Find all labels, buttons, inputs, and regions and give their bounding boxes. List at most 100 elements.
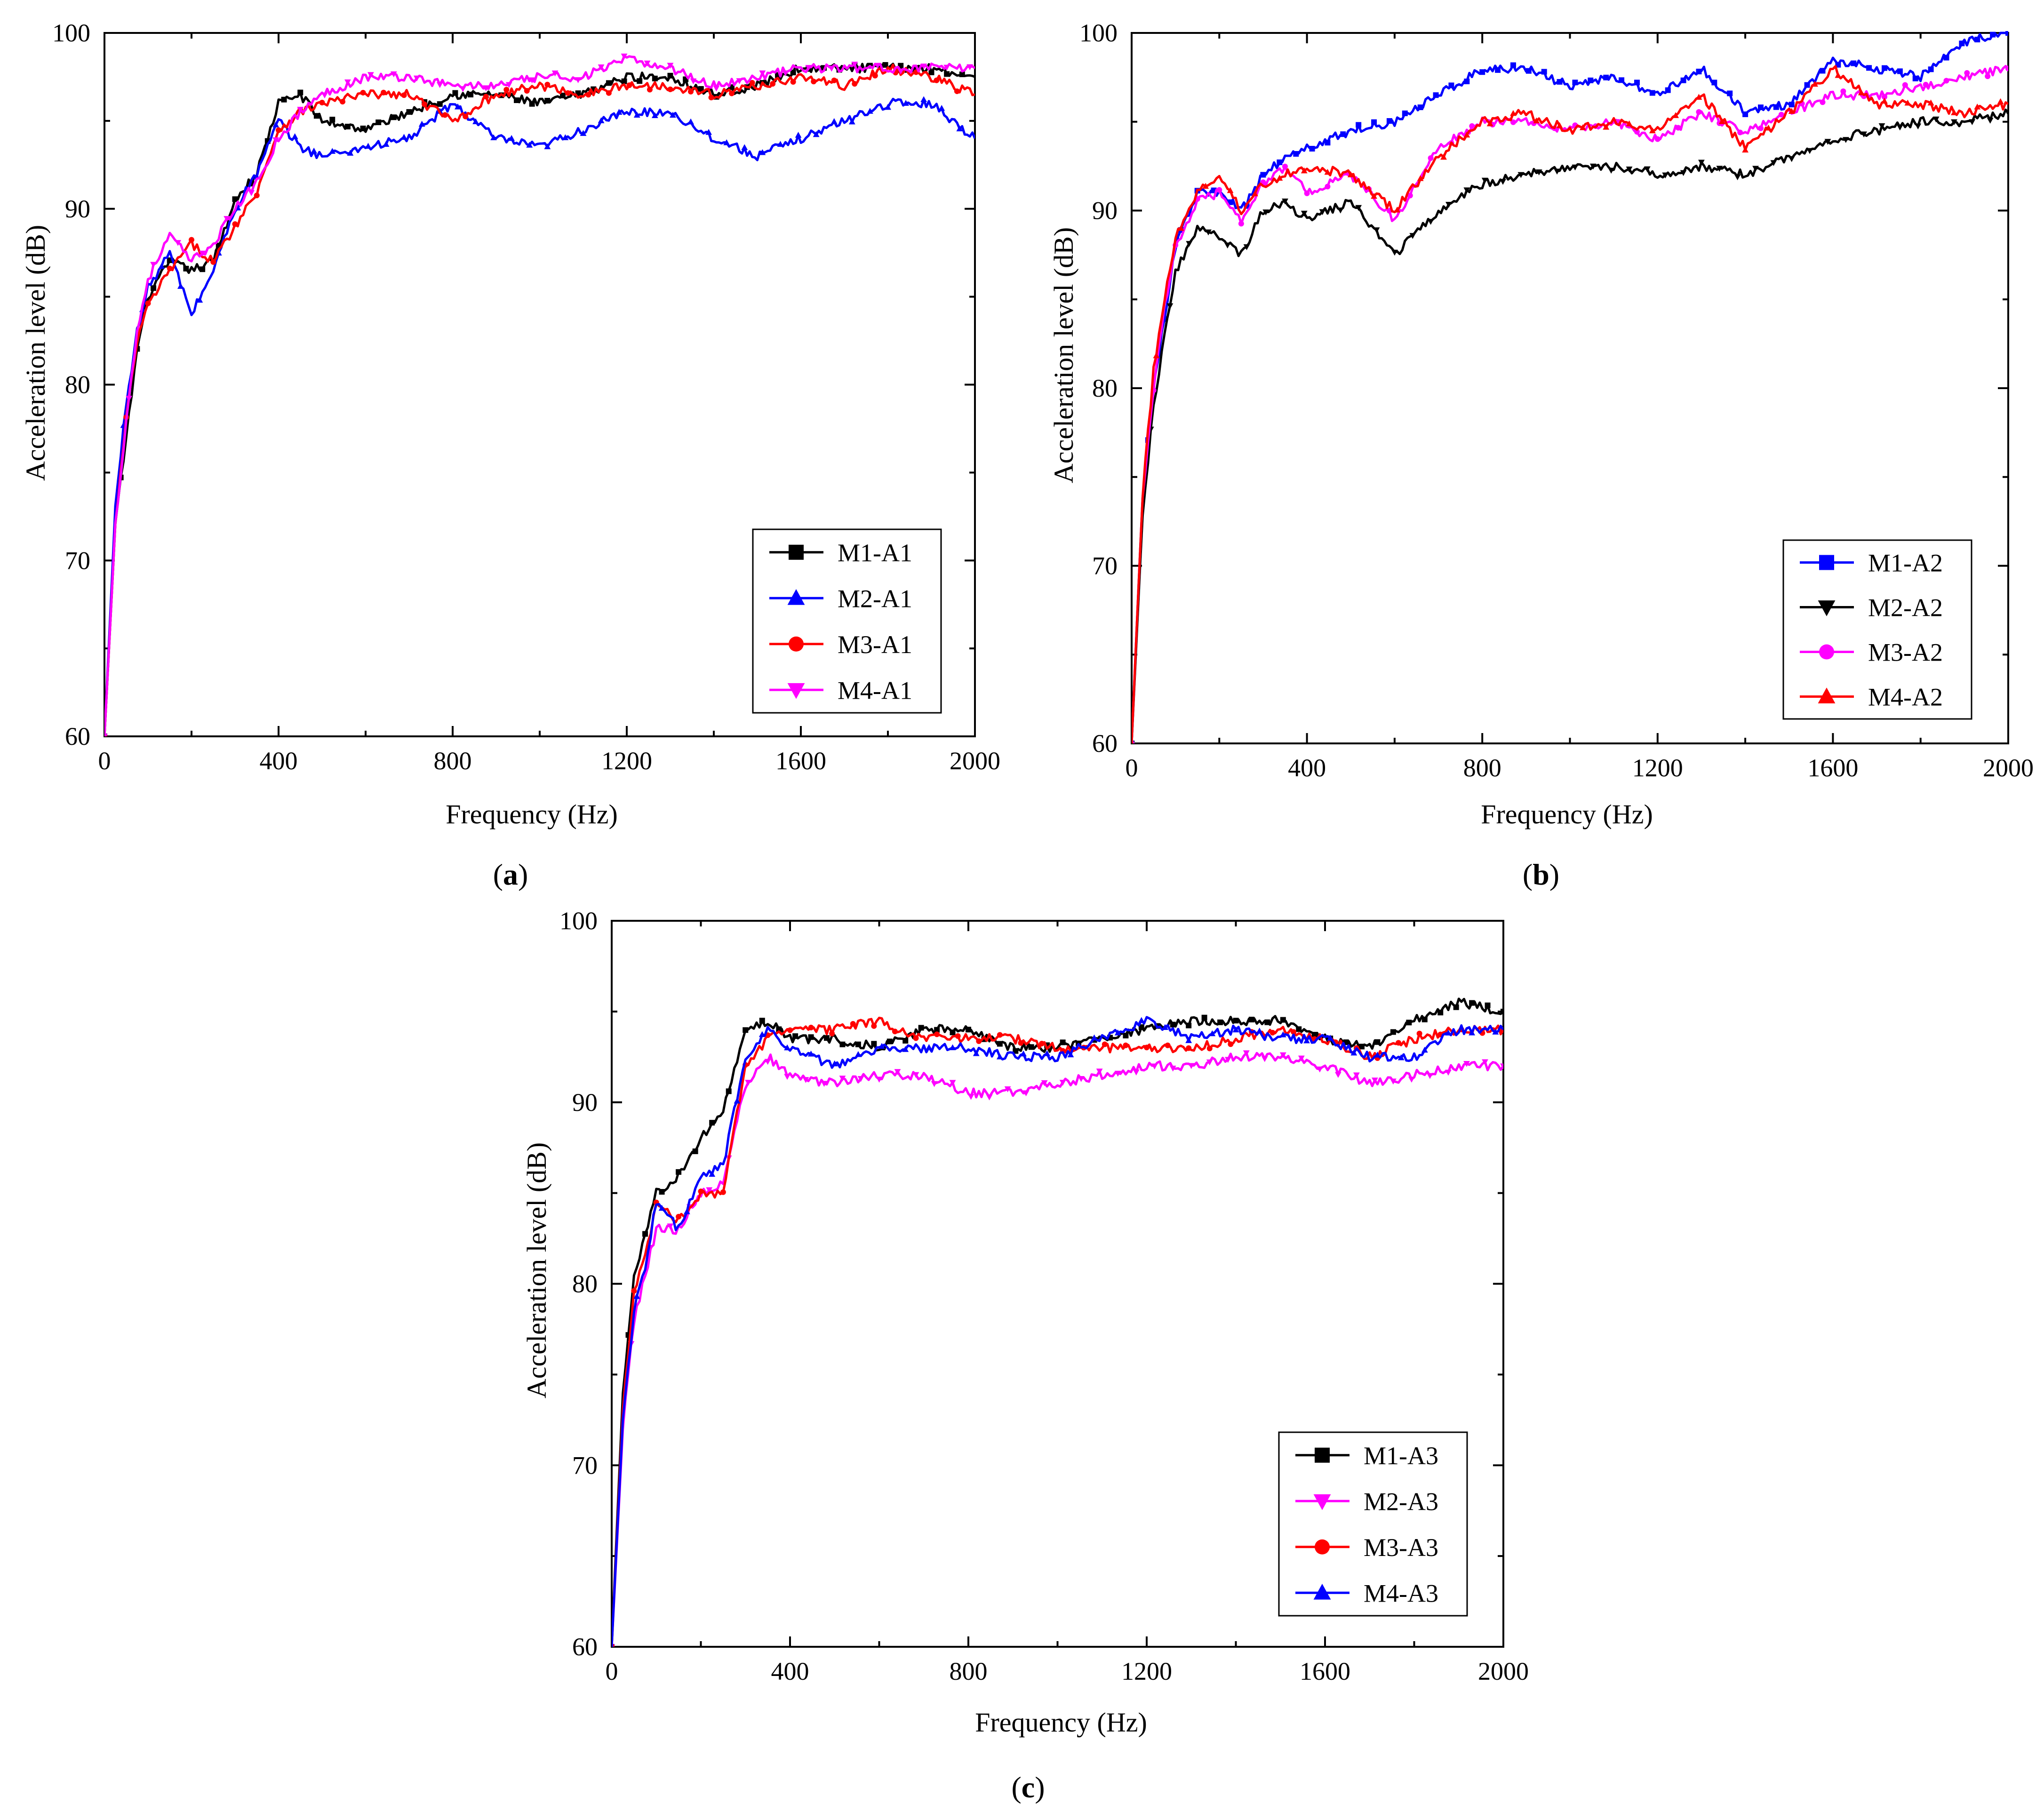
panel-a-data-point-m1-a1 [882,62,888,68]
panel-b-data-point-m2-a2 [1987,118,1994,124]
panel-c-data-point-m4-a3 [1303,1037,1310,1044]
panel-b-data-point-m2-a2 [1166,303,1174,310]
panel-b-data-point-m2-a2 [1716,166,1723,172]
panel-b-data-point-m4-a2 [1695,94,1702,100]
panel-c-data-point-m2-a3 [1059,1079,1066,1086]
panel-b-data-point-m4-a2 [1227,187,1234,193]
panel-b-data-point-m2-a2 [1734,174,1741,181]
panel-c-data-point-m1-a3 [902,1037,909,1044]
panel-a-data-point-m4-a1 [297,106,304,113]
panel-c-data-point-m1-a3 [1453,1004,1459,1010]
panel-a-data-point-m3-a1 [210,259,216,265]
panel-a-data-point-m2-a1 [291,133,298,139]
panel-b-legend-label: M3-A2 [1868,638,1943,667]
panel-c-data-point-m2-a3 [1408,1077,1415,1083]
panel-c-data-point-m1-a3 [1170,1021,1176,1028]
panel-b-data-point-m1-a2 [1928,66,1934,72]
panel-a-data-point-m2-a1 [670,112,676,118]
panel-c-data-point-m2-a3 [876,1077,883,1083]
panel-c-data-point-m1-a3 [1028,1044,1034,1050]
panel-c-y-tick-label: 80 [572,1270,598,1298]
panel-c-data-point-m4-a3 [902,1046,909,1052]
panel-b-data-point-m4-a2 [1202,183,1209,189]
panel-b-data-point-m1-a2 [1340,131,1346,137]
panel-a-data-point-m4-a1 [150,262,157,268]
panel-a-legend-box [752,528,942,714]
panel-c-data-point-m1-a3 [839,1041,846,1047]
panel-c-data-point-m4-a3 [855,1051,862,1057]
panel-b-data-point-m4-a2 [1997,98,2004,104]
panel-c-data-point-m1-a3 [918,1025,924,1031]
panel-b-data-point-m4-a2 [1927,99,1934,106]
panel-c-data-point-m3-a3 [1039,1040,1045,1046]
panel-c-data-point-m2-a3 [1224,1057,1231,1063]
panel-c-data-point-m3-a3 [720,1189,726,1195]
panel-c-data-point-m2-a3 [1298,1055,1305,1062]
panel-c-data-point-m2-a3 [745,1080,752,1086]
panel-b-data-point-m4-a2 [1812,80,1818,87]
panel-a-data-point-m3-a1 [340,99,346,105]
panel-c-data-point-m3-a3 [892,1029,898,1035]
panel-b-data-point-m1-a2 [2005,31,2008,36]
panel-a-data-point-m1-a1 [698,86,704,92]
panel-b-data-point-m1-a2 [1804,82,1810,88]
panel-a-data-point-m2-a1 [329,148,336,154]
panel-c-data-point-m1-a3 [1217,1019,1223,1025]
panel-a-data-point-m2-a1 [741,144,748,150]
panel-a-data-point-m2-a1 [633,112,640,118]
panel-c-data-point-m4-a3 [1279,1031,1286,1037]
panel-a-data-point-m4-a1 [782,70,789,77]
panel-b-data-point-m3-a2 [1923,81,1929,88]
panel-c-data-point-m2-a3 [1390,1078,1397,1085]
panel-b-data-point-m4-a2 [1556,122,1563,128]
panel-b-data-point-m1-a2 [1696,68,1702,74]
panel-c-legend: M1-A3 M2-A3 M3-A3 M4-A3 [1278,1431,1468,1617]
panel-c-data-point-m4-a3 [709,1171,716,1177]
panel-b-data-point-m4-a2 [1463,131,1470,138]
panel-a-data-point-m2-a1 [615,109,623,115]
panel-a-data-point-m3-a1 [463,113,469,120]
panel-c-data-point-m2-a3 [1078,1076,1085,1082]
panel-a-label: (a) [493,858,528,891]
panel-a-data-point-m3-a1 [790,79,796,85]
panel-c-data-point-m1-a3 [1264,1019,1270,1025]
panel-a-data-point-m4-a1 [805,65,812,71]
panel-c-y-tick-label: 100 [559,907,598,935]
panel-b-data-point-m4-a2 [1626,120,1633,127]
panel-a-data-point-m3-a1 [811,79,817,85]
panel-c-data-point-m4-a3 [1374,1051,1381,1058]
panel-c-data-point-m3-a3 [1270,1029,1276,1036]
panel-a-data-point-m3-a1 [606,90,612,96]
panel-b-data-point-m3-a2 [1696,109,1702,115]
panel-b-data-point-m1-a2 [1588,77,1594,83]
panel-c-data-point-m4-a3 [1162,1024,1168,1030]
panel-c-data-point-m2-a3 [986,1094,993,1101]
panel-c-data-point-m2-a3 [1353,1072,1360,1079]
panel-b-x-tick-label: 0 [1126,754,1138,782]
panel-b-data-point-m3-a2 [1634,129,1640,135]
panel-b-data-point-m2-a2 [1445,202,1452,208]
panel-b-data-point-m1-a2 [1510,62,1516,68]
panel-c-data-point-m1-a3 [1406,1020,1412,1026]
panel-b-data-point-m1-a2 [1386,118,1392,124]
panel-c-data-point-m3-a3 [1165,1042,1171,1048]
panel-b-data-point-m2-a2 [1517,172,1525,178]
panel-c-data-point-m2-a3 [839,1076,846,1082]
panel-c-data-point-m2-a3 [1114,1070,1121,1077]
panel-a-data-point-m3-a1 [503,87,510,93]
panel-c-data-point-m2-a3 [667,1223,674,1230]
panel-a-data-point-m1-a1 [944,71,950,77]
panel-a-x-tick-label: 1600 [775,747,826,775]
panel-c-data-point-m1-a3 [997,1041,1003,1047]
panel-a-data-point-m4-a1 [390,71,397,78]
panel-a-legend-marker [789,544,804,560]
panel-c-data-point-m4-a3 [831,1060,838,1067]
panel-c-data-point-m2-a3 [1096,1069,1103,1075]
panel-a-data-point-m4-a1 [224,216,231,222]
panel-b-data-point-m1-a2 [1572,80,1578,86]
panel-a-data-point-m1-a1 [232,196,238,202]
panel-c-data-point-m2-a3 [1169,1065,1176,1072]
panel-a-data-point-m3-a1 [381,89,387,96]
panel-b-data-point-m1-a2 [1665,87,1671,93]
panel-c-data-point-m2-a3 [1206,1059,1213,1066]
